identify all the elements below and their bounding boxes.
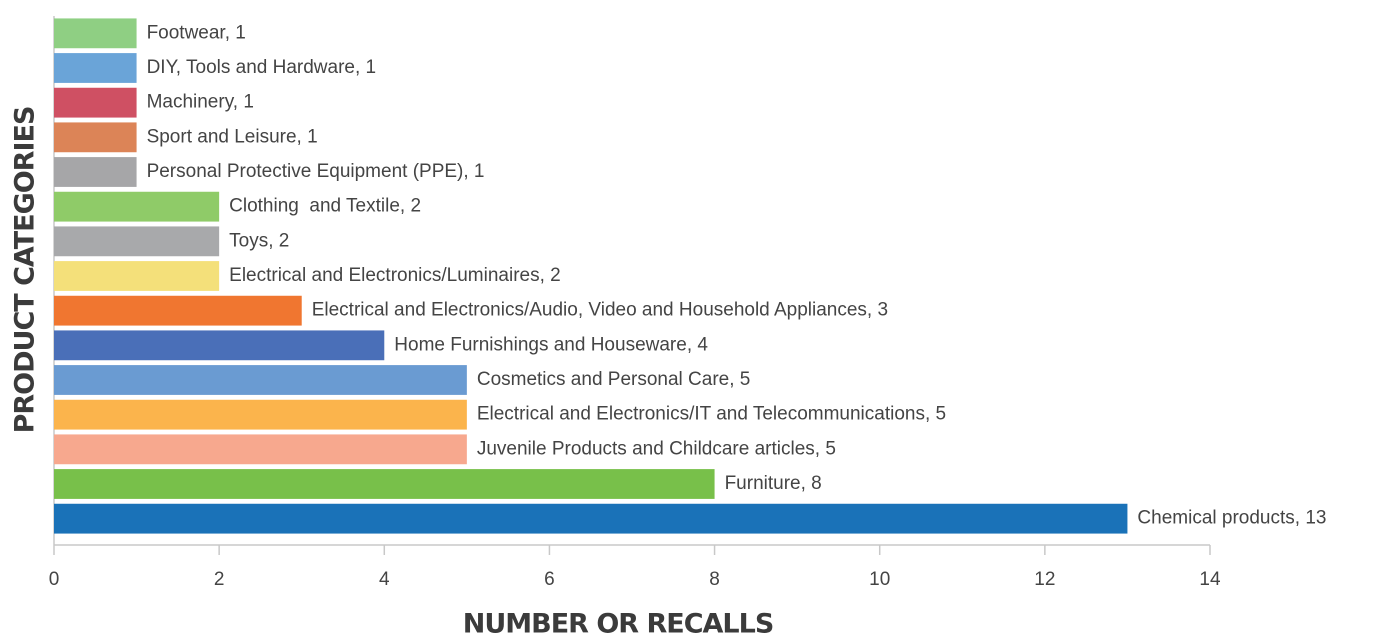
bar bbox=[54, 53, 137, 83]
bar bbox=[54, 122, 137, 153]
bar bbox=[54, 261, 220, 291]
x-tick-label: 4 bbox=[379, 569, 390, 590]
data-label: Electrical and Electronics/Audio, Video … bbox=[312, 300, 888, 321]
bar bbox=[54, 503, 1128, 534]
y-axis-title: PRODUCT CATEGORIES bbox=[10, 107, 41, 434]
bar bbox=[54, 365, 467, 395]
x-tick-label: 0 bbox=[49, 569, 60, 590]
data-label: Toys, 2 bbox=[229, 230, 289, 251]
x-tick-label: 2 bbox=[214, 569, 225, 590]
data-label: DIY, Tools and Hardware, 1 bbox=[147, 57, 377, 78]
x-tick-label: 14 bbox=[1199, 569, 1221, 590]
x-tick-label: 6 bbox=[544, 569, 555, 590]
data-label: Cosmetics and Personal Care, 5 bbox=[477, 369, 751, 390]
x-tick-label: 12 bbox=[1034, 569, 1055, 590]
data-label: Sport and Leisure, 1 bbox=[147, 126, 318, 147]
data-label: Juvenile Products and Childcare articles… bbox=[477, 438, 836, 459]
data-label: Electrical and Electronics/IT and Teleco… bbox=[477, 404, 946, 425]
x-tick-label: 10 bbox=[869, 569, 890, 590]
bar bbox=[54, 18, 137, 49]
bar bbox=[54, 469, 715, 499]
data-label: Footwear, 1 bbox=[147, 22, 246, 43]
bar bbox=[54, 191, 220, 222]
data-label: Machinery, 1 bbox=[147, 92, 254, 113]
bar bbox=[54, 399, 467, 430]
bar bbox=[54, 87, 137, 118]
data-label: Personal Protective Equipment (PPE), 1 bbox=[147, 161, 485, 182]
bar bbox=[54, 295, 302, 326]
data-label: Furniture, 8 bbox=[725, 473, 822, 494]
x-tick-label: 8 bbox=[709, 569, 720, 590]
bar bbox=[54, 330, 385, 361]
bar bbox=[54, 434, 467, 465]
data-label: Electrical and Electronics/Luminaires, 2 bbox=[229, 265, 561, 286]
bar bbox=[54, 157, 137, 187]
bar bbox=[54, 226, 220, 257]
data-label: Home Furnishings and Houseware, 4 bbox=[394, 334, 708, 355]
x-axis-title: NUMBER OR RECALLS bbox=[463, 609, 774, 640]
data-label: Clothing and Textile, 2 bbox=[229, 196, 421, 217]
data-label: Chemical products, 13 bbox=[1137, 508, 1326, 529]
